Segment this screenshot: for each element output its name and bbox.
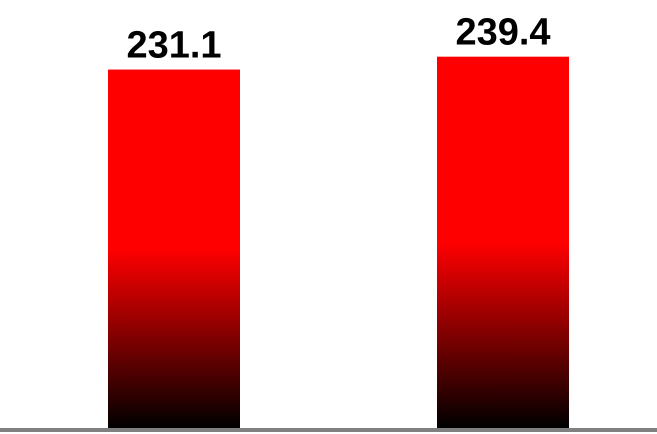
bar-2	[437, 56, 569, 428]
data-labels-group: 231.1 239.4	[126, 12, 550, 67]
data-label-1: 231.1	[126, 25, 221, 67]
bars-group	[108, 56, 569, 429]
bar-1	[108, 69, 240, 429]
data-label-2: 239.4	[455, 12, 550, 54]
